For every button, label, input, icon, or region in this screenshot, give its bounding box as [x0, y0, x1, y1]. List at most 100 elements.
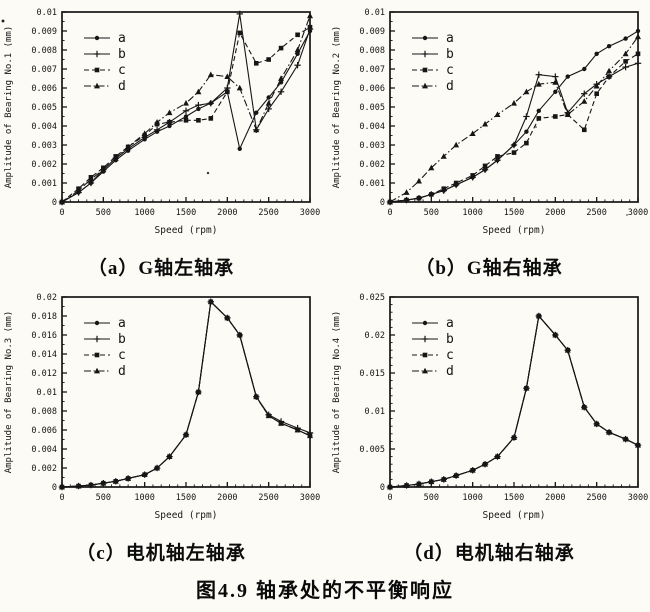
x-tick-label: 1500 [504, 208, 524, 218]
y-tick-label: 0.014 [31, 350, 57, 360]
y-tick-label: 0 [52, 198, 57, 208]
series-a [59, 299, 313, 490]
chart-bearing-2: 0 0.001 0.002 0.003 0.004 0.005 0.006 0.007 0.00… [332, 8, 648, 236]
y-tick-label: 0.009 [359, 27, 385, 37]
caption-d: （d）电机轴右轴承 [403, 543, 575, 564]
y-tick-label: 0.008 [359, 46, 385, 56]
y-tick-label: 0.007 [31, 65, 57, 75]
y-tick-label: 0.006 [359, 84, 385, 94]
y-tick-label: 0.01 [365, 8, 385, 18]
y-tick-label: 0.005 [359, 445, 385, 455]
y-tick-label: 0.025 [359, 293, 385, 303]
legend-label-b: b [118, 47, 126, 62]
x-axis-label: Speed (rpm) [483, 510, 546, 521]
caption-b: （b）G轴右轴承 [415, 258, 563, 279]
y-tick-label: 0.002 [31, 464, 57, 474]
x-tick-label: 0 [387, 493, 392, 503]
legend-label-d: d [446, 364, 454, 379]
chart-bearing-1: 0 0.001 0.002 0.003 0.004 0.005 0.006 0.007 0.00… [4, 8, 320, 236]
y-axis-label: Amplitude of Bearing No.2 (mm) [332, 26, 342, 189]
y-tick-label: 0.003 [31, 141, 57, 151]
legend-label-c: c [446, 63, 454, 78]
x-axis-label: Speed (rpm) [155, 510, 218, 521]
y-tick-label: 0.008 [31, 407, 57, 417]
legend-label-b: b [446, 332, 454, 347]
x-tick-label: 1000 [134, 208, 154, 218]
x-tick-label: 3000 [300, 493, 320, 503]
series-d [387, 312, 641, 490]
y-tick-label: 0.003 [359, 141, 385, 151]
x-tick-label: 500 [424, 493, 439, 503]
series-a [59, 28, 313, 205]
series-b [386, 60, 642, 206]
y-tick-label: 0 [380, 198, 385, 208]
panel-bearing-2: 0 0.001 0.002 0.003 0.004 0.005 0.006 0.007 0.00… [328, 2, 650, 287]
x-tick-label: 1500 [504, 493, 524, 503]
x-axis-label: Speed (rpm) [483, 225, 546, 236]
y-tick-label: 0.004 [31, 445, 57, 455]
axes: 0 0.005 0.01 0.015 0.02 0.025 0 500 1000 1500 2000… [359, 293, 648, 503]
x-tick-label: 1500 [176, 208, 196, 218]
y-axis-label: Amplitude of Bearing No.1 (mm) [4, 26, 14, 189]
y-tick-label: 0.006 [31, 84, 57, 94]
y-axis-label: Amplitude of Bearing No.3 (mm) [4, 311, 14, 474]
x-tick-label: 3000 [628, 493, 648, 503]
x-tick-label: 0 [387, 208, 392, 218]
x-tick-label: 1000 [462, 208, 482, 218]
x-tick-label: 500 [424, 208, 439, 218]
y-tick-label: 0.005 [359, 103, 385, 113]
panel-bearing-4: 0 0.005 0.01 0.015 0.02 0.025 0 500 1000 1500 2000… [328, 287, 650, 572]
legend-label-c: c [118, 348, 126, 363]
legend-label-c: c [118, 63, 126, 78]
x-tick-label: 2000 [217, 208, 237, 218]
panel-bearing-3: 0 0.002 0.004 0.006 0.008 0.01 0.012 0.014 0.016… [0, 287, 322, 572]
legend-label-c: c [446, 348, 454, 363]
y-tick-label: 0.008 [31, 46, 57, 56]
x-tick-label: 2000 [217, 493, 237, 503]
legend-label-d: d [118, 79, 126, 94]
y-tick-label: 0 [380, 483, 385, 493]
figure-title: 图4.9 轴承处的不平衡响应 [196, 580, 454, 602]
y-tick-label: 0 [52, 483, 57, 493]
series-d [387, 33, 641, 205]
y-tick-label: 0.007 [359, 65, 385, 75]
y-tick-label: 0.016 [31, 331, 57, 341]
axes: 0 0.002 0.004 0.006 0.008 0.01 0.012 0.014 0.016… [31, 293, 320, 503]
y-tick-label: 0.004 [31, 122, 57, 132]
y-tick-label: 0.02 [365, 331, 385, 341]
x-axis-label: Speed (rpm) [155, 225, 218, 236]
x-tick-label: 3000 [300, 208, 320, 218]
chart-bearing-3: 0 0.002 0.004 0.006 0.008 0.01 0.012 0.014 0.016… [4, 293, 320, 521]
y-tick-label: 0.001 [31, 179, 57, 189]
x-tick-label: 2000 [545, 208, 565, 218]
series-b [58, 298, 314, 491]
x-tick-label: 2500 [258, 208, 278, 218]
x-tick-label: 2500 [586, 208, 606, 218]
y-tick-label: 0.018 [31, 312, 57, 322]
y-tick-label: 0.015 [359, 369, 385, 379]
series-c [59, 299, 313, 490]
x-tick-label: 1000 [462, 493, 482, 503]
y-tick-label: 0.01 [37, 388, 57, 398]
series-c [387, 51, 641, 205]
y-tick-label: 0.002 [359, 160, 385, 170]
y-tick-label: 0.006 [31, 426, 57, 436]
legend-label-a: a [446, 316, 454, 331]
y-tick-label: 0.012 [31, 369, 57, 379]
legend-label-a: a [118, 316, 126, 331]
charts-grid: 0 0.001 0.002 0.003 0.004 0.005 0.006 0.007 0.00… [0, 2, 650, 572]
x-tick-label: 0 [59, 493, 64, 503]
legend-label-b: b [446, 47, 454, 62]
x-tick-label: 3000 [628, 208, 648, 218]
y-tick-label: 0.009 [31, 27, 57, 37]
chart-bearing-4: 0 0.005 0.01 0.015 0.02 0.025 0 500 1000 1500 2000… [332, 293, 648, 521]
y-tick-label: 0.005 [31, 103, 57, 113]
y-axis-label: Amplitude of Bearing No.4 (mm) [332, 311, 342, 474]
caption-c: （c）电机轴左轴承 [76, 543, 246, 564]
y-tick-label: 0.002 [31, 160, 57, 170]
y-tick-label: 0.001 [359, 179, 385, 189]
